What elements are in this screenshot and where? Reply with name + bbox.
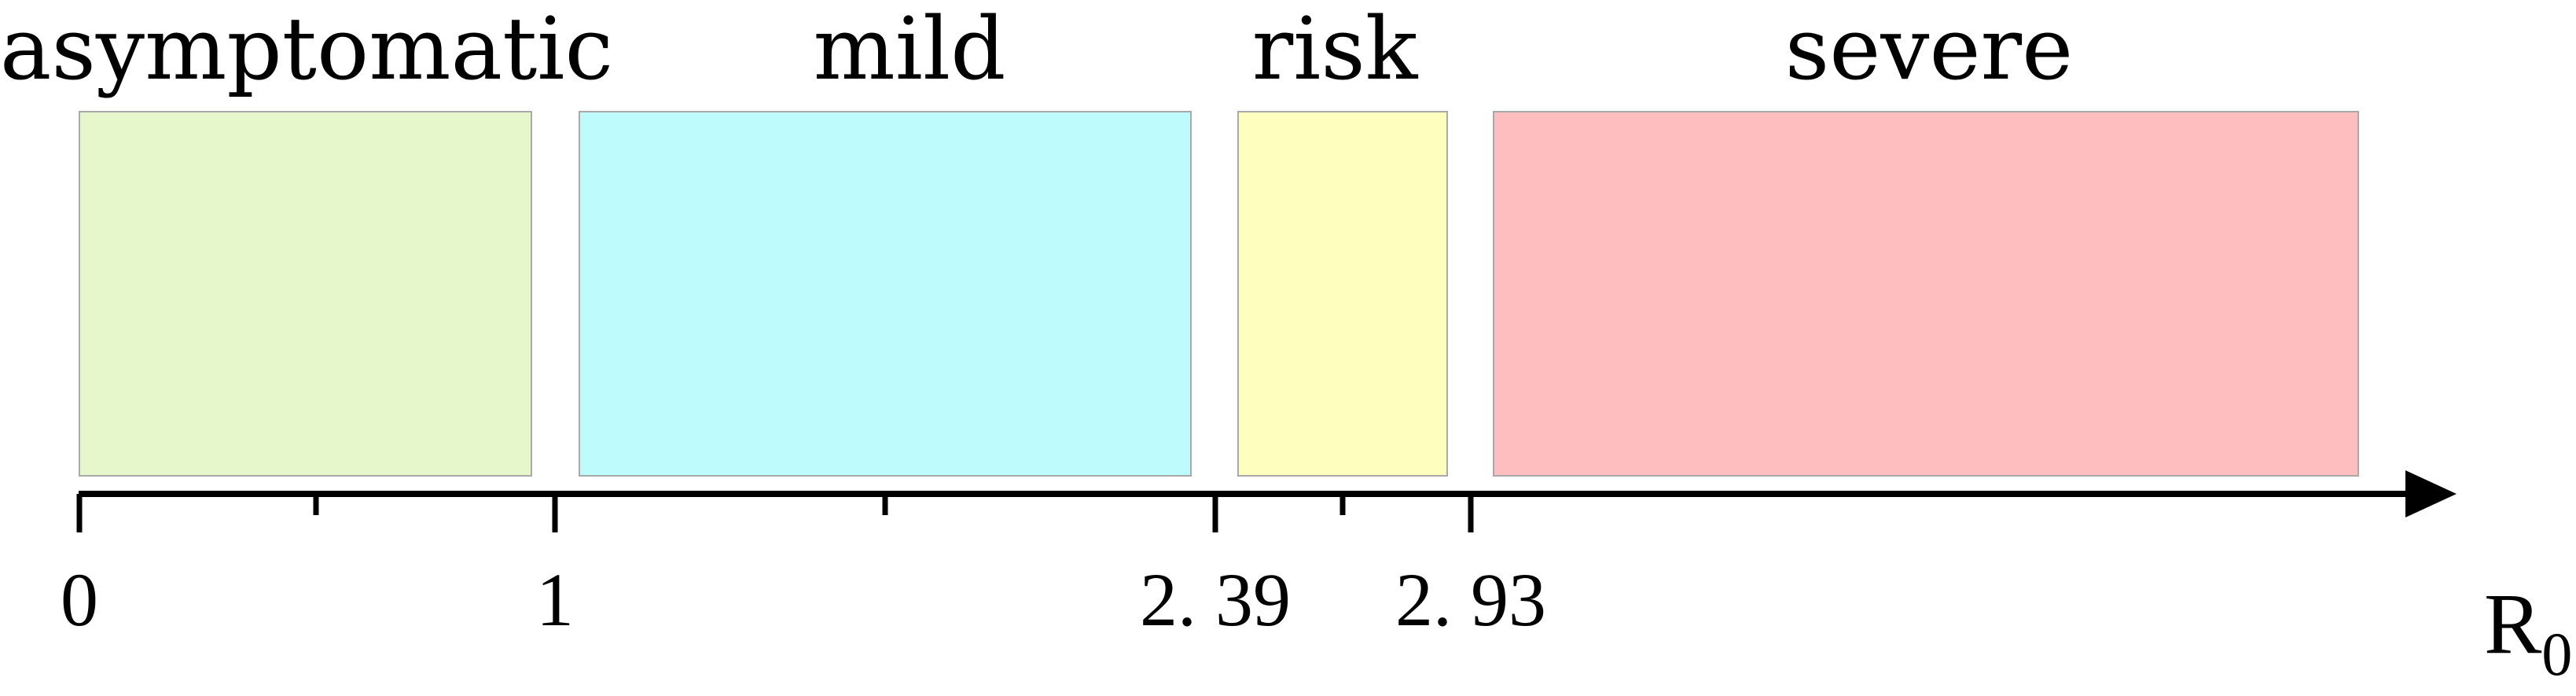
zone-label-asymptomatic: asymptomatic [0,0,613,99]
zone-risk [1237,111,1448,477]
axis-label-main: R [2484,576,2542,672]
axis-arrowhead [2405,470,2457,517]
tick-label-1: 1 [536,558,574,642]
tick-label-0: 0 [61,558,98,642]
tick-label-2-93: 2. 93 [1395,558,1546,642]
zone-mild [579,111,1192,477]
zone-label-mild: mild [813,0,1005,99]
tick-label-2-39: 2. 39 [1140,558,1291,642]
zone-severe [1493,111,2359,477]
zone-asymptomatic [79,111,532,477]
zone-label-risk: risk [1252,0,1419,99]
axis-label-subscript: 0 [2541,620,2572,688]
zone-label-severe: severe [1785,0,2073,99]
axis-label: R0 [2484,576,2572,688]
